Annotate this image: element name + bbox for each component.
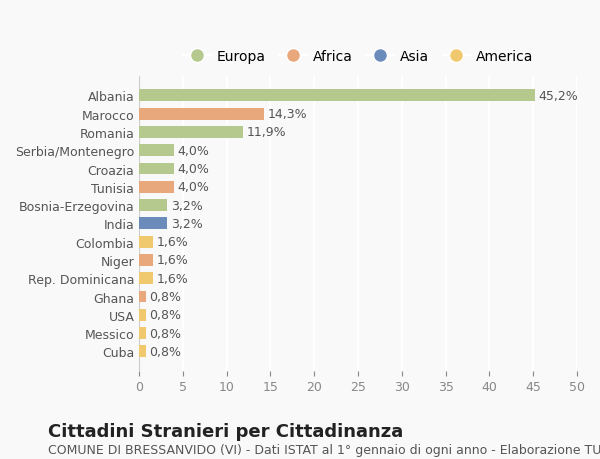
Text: 1,6%: 1,6% bbox=[157, 272, 188, 285]
Bar bbox=[139, 291, 146, 303]
Text: COMUNE DI BRESSANVIDO (VI) - Dati ISTAT al 1° gennaio di ogni anno - Elaborazion: COMUNE DI BRESSANVIDO (VI) - Dati ISTAT … bbox=[48, 443, 600, 456]
Text: 1,6%: 1,6% bbox=[157, 254, 188, 267]
Text: 0,8%: 0,8% bbox=[149, 308, 182, 322]
Bar bbox=[139, 309, 146, 321]
Text: 4,0%: 4,0% bbox=[178, 181, 209, 194]
Text: Cittadini Stranieri per Cittadinanza: Cittadini Stranieri per Cittadinanza bbox=[48, 422, 403, 440]
Text: 3,2%: 3,2% bbox=[170, 199, 202, 212]
Text: 11,9%: 11,9% bbox=[247, 126, 286, 139]
Text: 0,8%: 0,8% bbox=[149, 291, 182, 303]
Bar bbox=[139, 200, 167, 212]
Legend: Europa, Africa, Asia, America: Europa, Africa, Asia, America bbox=[179, 45, 538, 68]
Bar bbox=[139, 127, 244, 139]
Text: 4,0%: 4,0% bbox=[178, 145, 209, 157]
Bar bbox=[139, 163, 174, 175]
Bar bbox=[139, 145, 174, 157]
Bar bbox=[139, 236, 153, 248]
Bar bbox=[139, 218, 167, 230]
Bar bbox=[139, 108, 265, 120]
Text: 3,2%: 3,2% bbox=[170, 218, 202, 230]
Text: 1,6%: 1,6% bbox=[157, 235, 188, 249]
Bar bbox=[139, 273, 153, 285]
Text: 4,0%: 4,0% bbox=[178, 162, 209, 176]
Text: 0,8%: 0,8% bbox=[149, 345, 182, 358]
Bar bbox=[139, 254, 153, 266]
Bar bbox=[139, 90, 535, 102]
Bar bbox=[139, 181, 174, 193]
Text: 14,3%: 14,3% bbox=[268, 108, 307, 121]
Bar bbox=[139, 346, 146, 358]
Text: 0,8%: 0,8% bbox=[149, 327, 182, 340]
Text: 45,2%: 45,2% bbox=[538, 90, 578, 103]
Bar bbox=[139, 327, 146, 339]
